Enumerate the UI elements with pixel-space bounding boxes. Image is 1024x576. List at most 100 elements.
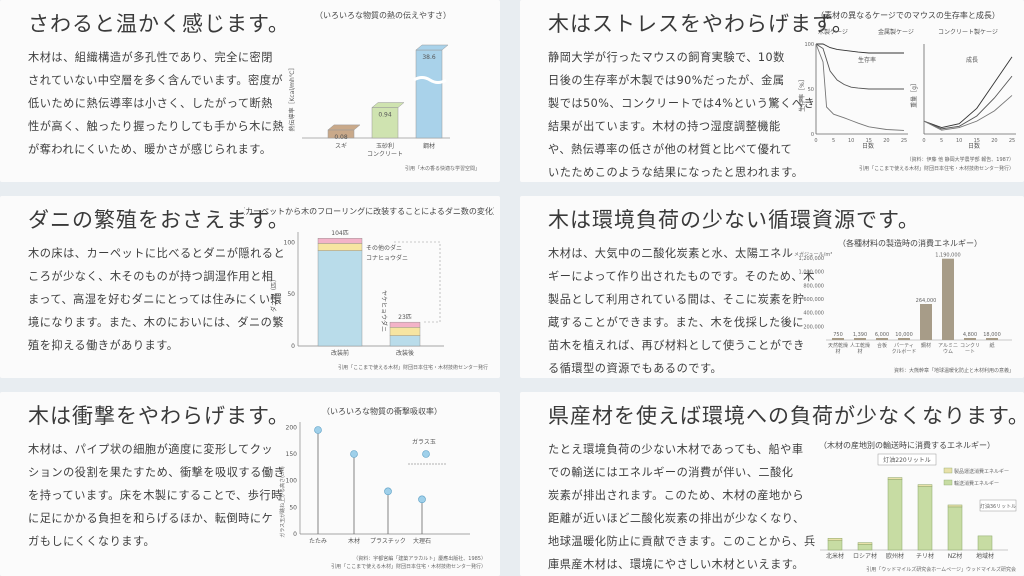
panel-local-timber: 県産材を使えば環境への負荷が少なくなります。 たとえ環境負荷の少ない木材であって… (520, 392, 1024, 576)
bar-segment (317, 238, 363, 244)
tick-label: 10 (956, 138, 962, 144)
chart-title: （木材の産地別の輸送時に消費するエネルギー） (819, 440, 995, 450)
body-line: 距離が近いほど二酸化炭素の排出が少なくなり、 (548, 512, 805, 525)
body-line: 製では50%、コンクリートでは4%という驚くべき (548, 97, 816, 110)
bars-group: 1,200,000 1,000,000 800,000 600,000 400,000 2… (799, 253, 1012, 355)
x-axis-label-left: 日数 (862, 142, 874, 150)
chart-thermal-conductivity: （いろいろな物質の熱の伝えやすさ） 熱伝導率［Kcal/mh℃］ 0.08スギ0… (288, 10, 480, 172)
y-axis-label: メガジュール/m³ (794, 251, 832, 258)
body-line: ギーによって作り出されたものです。そのため、木 (548, 270, 815, 283)
body-line: 静岡大学が行ったマウスの飼育実験で、10数 (548, 51, 785, 64)
data-label: 38.6 (422, 54, 436, 61)
data-label: 1,190,000 (935, 253, 960, 259)
callout-label: 灯油36リットル (980, 503, 1016, 510)
legend-item: ヤケヒョウダニ (380, 290, 388, 332)
data-point (418, 495, 426, 504)
body-line: 木材は、パイプ状の細胞が適度に変形してクッ (28, 443, 274, 456)
glass-ball-icon (422, 450, 430, 458)
chart-manufacturing-energy: （各種材料の製造時の消費エネルギー） メガジュール/m³ 1,200,0001,… (794, 238, 1014, 374)
tick-label: 10 (848, 138, 854, 144)
body-line: が奪われにくいため、暖かさが感じられます。 (28, 143, 272, 156)
series-line (815, 43, 905, 131)
tick-label: 0 (293, 531, 297, 538)
legend-item: その他のダニ (366, 244, 402, 252)
survival-label: 生存率 (858, 56, 876, 64)
panel-warmth: さわると温かく感じます。 木材は、組織構造が多孔性であり、完全に密閉 されていな… (0, 0, 500, 182)
body-line: 殖を抑える働きがあります。 (28, 339, 179, 352)
connector-line (394, 241, 441, 323)
body-line: 製品として利用されている間は、そこに炭素を貯 (548, 293, 805, 306)
chart-title: （各種材料の製造時の消費エネルギー） (838, 238, 982, 248)
right-y-label: 重量［g］ (910, 80, 918, 108)
tick-label: ウム (943, 348, 953, 355)
body-line: を持っています。床を木製にすることで、歩行時 (28, 489, 283, 502)
body-line: 木材は、組織構造が多孔性であり、完全に密閉 (28, 51, 273, 64)
chart-mouse-survival: （素材の異なるケージでのマウスの生存率と成長） 木製ケージ 金属製ケージ コンク… (798, 10, 1016, 172)
data-label: 264,000 (916, 298, 937, 304)
panel-body: 木材は、組織構造が多孔性であり、完全に密閉 されていない中空層を多く含んでいます… (28, 46, 284, 161)
body-line: ころが少なく、木そのものが持つ調湿作用と相 (28, 270, 274, 283)
tick-label: 0 (811, 132, 814, 138)
tick-label: 150 (286, 451, 298, 458)
body-line: 性が高く、触ったり握ったりしても手から木に熱 (28, 120, 285, 133)
panel-mites: ダニの繁殖をおさえます。 木の床は、カーペットに比べるとダニが隠れると ころが少… (0, 196, 500, 378)
tick-label: 木材 (348, 537, 360, 545)
body-line: や、熱伝導率の低さが他の材質と比べて優れて (548, 143, 793, 156)
chart-source: （資料：宇都宮編「建築アラカルト」慶應出版社、1985） (353, 555, 486, 562)
tick-label: 大理石 (413, 537, 431, 545)
axis-break (413, 76, 447, 84)
body-line: 庫県産木材は、環境にやさしい木材といえます。 (548, 558, 805, 571)
data-point (350, 450, 358, 458)
panel-title: 木は衝撃をやわらげます。 (28, 404, 290, 428)
body-line: 低いために熱伝導率は小さく、したがって断熱 (28, 97, 273, 110)
bar (371, 107, 399, 139)
legend-item: コナヒョウダニ (366, 254, 408, 262)
bar-segment (857, 542, 873, 545)
callout-box (877, 453, 937, 466)
bar (964, 338, 976, 340)
legend-metal: 金属製ケージ (878, 28, 914, 36)
growth-label: 成長 (966, 56, 978, 64)
tick-label: パーティ (894, 343, 914, 349)
tick-label: 800,000 (803, 283, 824, 289)
tick-label: 5 (940, 138, 943, 144)
series-line (816, 43, 904, 54)
y-axis-label: ダニ数（匹） (270, 276, 278, 312)
bar-segment (389, 335, 421, 347)
bar (832, 338, 844, 340)
chart-title: （いろいろな物質の熱の伝えやすさ） (315, 10, 451, 20)
tick-label: 400,000 (803, 311, 824, 317)
body-line: まって、高湿を好むダニにとっては住みにくい環 (28, 293, 283, 306)
bar (898, 338, 910, 340)
data-label: 0.94 (378, 112, 392, 119)
bar-segment (947, 506, 963, 551)
chart-title: （素材の異なるケージでのマウスの生存率と成長） (816, 10, 1000, 20)
tick-label: 20 (883, 138, 889, 144)
tick-label: 25 (901, 138, 907, 144)
chart-transport-energy: （木材の産地別の輸送時に消費するエネルギー） 北米材 ロシア材 欧州材 チリ材 NZ材 地… (819, 440, 1017, 573)
body-line: されていない中空層を多く含んでいます。密度が (28, 74, 284, 87)
tick-label: アルミニ (938, 343, 958, 349)
tick-label: 材 (857, 348, 862, 355)
tick-label: 5 (832, 138, 835, 144)
legend-wood: 木製ケージ (818, 28, 848, 36)
body-line: 蔵することができます。また、木を伐採した後に (548, 316, 805, 329)
bar-top (327, 124, 361, 131)
tick-label: コンクリ (960, 343, 980, 349)
y-axis-label: ガラス玉が跳ね上がる高さ(cm) (279, 466, 286, 537)
legend-item: 製品運送消費エネルギー (954, 468, 1009, 475)
tick-label: 50 (289, 504, 297, 511)
tick-label: 200 (286, 424, 298, 431)
tick-label: 鋼材 (423, 142, 435, 150)
body-line: 日後の生存率が木製では90%だったが、金属 (548, 74, 785, 87)
body-line: 地球温暖化防止に貢献できます。このことから、兵 (548, 535, 816, 548)
left-y-label: 生存率［%］ (798, 76, 806, 112)
tick-label: たたみ (309, 538, 327, 545)
tick-label: 0 (922, 138, 925, 144)
tick-label: 0 (291, 343, 295, 350)
tick-label: 0 (814, 138, 817, 144)
tick-label: 鋼材 (921, 342, 931, 349)
tick-label: 玉砂利 (376, 142, 394, 150)
